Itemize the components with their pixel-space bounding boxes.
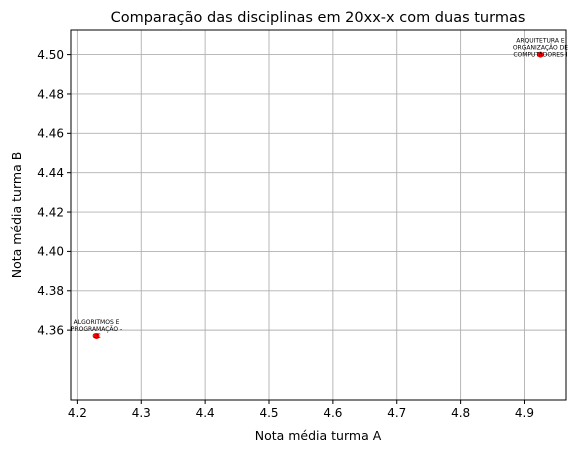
point-label: ARQUITETURA E ORGANIZAÇÃO DE COMPUTADORES … xyxy=(513,38,568,59)
axis-ticks: 4.2 4.3 4.4 4.5 4.6 4.7 4.8 4.9 4.36 4.38 4.40 4.42… xyxy=(37,48,534,420)
y-tick-label: 4.42 xyxy=(37,205,64,219)
x-tick-label: 4.8 xyxy=(451,406,470,420)
scatter-point xyxy=(537,51,544,58)
y-axis-label: Nota média turma B xyxy=(9,152,24,279)
x-axis-label: Nota média turma A xyxy=(255,428,382,443)
x-tick-label: 4.9 xyxy=(515,406,534,420)
x-tick-label: 4.2 xyxy=(68,406,87,420)
x-tick-label: 4.5 xyxy=(259,406,278,420)
chart-title: Comparação das disciplinas em 20xx-x com… xyxy=(111,10,526,26)
x-tick-label: 4.3 xyxy=(132,406,151,420)
point-label: ALGORITMOS E PROGRAMAÇÃO -CC xyxy=(71,319,122,340)
x-tick-label: 4.4 xyxy=(196,406,215,420)
y-tick-label: 4.38 xyxy=(37,284,64,298)
y-tick-label: 4.46 xyxy=(37,127,64,141)
y-tick-label: 4.40 xyxy=(37,245,64,259)
plot-frame xyxy=(70,29,567,401)
data-points: ALGORITMOS E PROGRAMAÇÃO -CC ARQUITETURA E… xyxy=(71,38,568,340)
y-tick-label: 4.50 xyxy=(37,48,64,62)
x-tick-label: 4.6 xyxy=(323,406,342,420)
x-tick-label: 4.7 xyxy=(387,406,406,420)
y-tick-label: 4.44 xyxy=(37,166,64,180)
y-tick-label: 4.48 xyxy=(37,87,64,101)
y-tick-label: 4.36 xyxy=(37,323,64,337)
grid-lines xyxy=(71,30,566,400)
scatter-point xyxy=(93,333,100,340)
